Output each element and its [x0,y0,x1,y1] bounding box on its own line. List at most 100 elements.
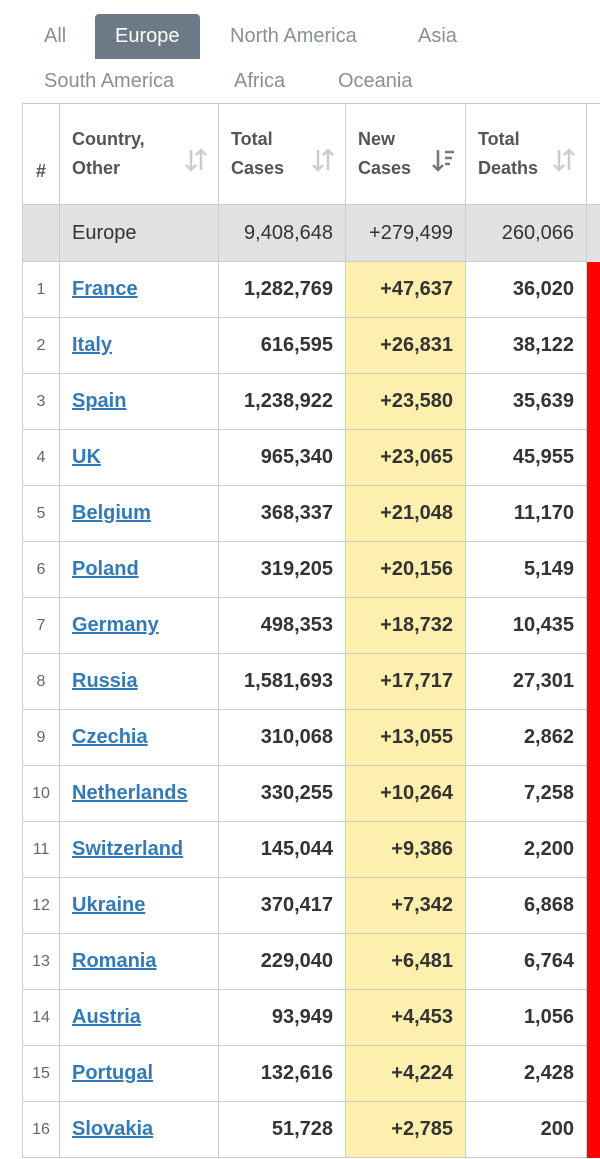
rank: 14 [22,989,60,1046]
country-row: 3 Spain 1,238,922 +23,580 35,639 [22,373,600,430]
header-label: Country, Other [72,129,145,178]
country-row: 8 Russia 1,581,693 +17,717 27,301 [22,653,600,710]
header-label: Total Cases [231,129,285,178]
cell [22,204,60,262]
total-deaths: 36,020 [465,261,587,318]
total-cases: 1,238,922 [218,373,346,430]
country-link[interactable]: Slovakia [72,1118,154,1140]
country-cell: Russia [59,653,219,710]
country-link[interactable]: Belgium [72,502,151,524]
sort-icon[interactable] [311,148,335,172]
total-deaths: 27,301 [465,653,587,710]
total-deaths: 6,868 [465,877,587,934]
total-cases: 51,728 [218,1101,346,1158]
total-cases: 319,205 [218,541,346,598]
country-link[interactable]: Spain [72,390,127,412]
country-row: 11 Switzerland 145,044 +9,386 2,200 [22,821,600,878]
new-cases: +7,342 [345,877,466,934]
country-link[interactable]: Poland [72,558,139,580]
country-cell: Spain [59,373,219,430]
rank: 11 [22,821,60,878]
new-cases: +18,732 [345,597,466,654]
total-cases: 310,068 [218,709,346,766]
country-cell: Germany [59,597,219,654]
country-link[interactable]: Netherlands [72,782,188,804]
rank: 10 [22,765,60,822]
tab[interactable]: Oceania [338,70,413,92]
country-row: 7 Germany 498,353 +18,732 10,435 [22,597,600,654]
tab[interactable]: North America [230,25,357,47]
total-cases: 965,340 [218,429,346,486]
column-header: Total Cases [218,103,346,205]
rank: 5 [22,485,60,542]
cut-cell [586,877,600,934]
rank: 2 [22,317,60,374]
total-cases: 229,040 [218,933,346,990]
country-link[interactable]: Czechia [72,726,148,748]
country-cell: Austria [59,989,219,1046]
cut-cell [586,1101,600,1158]
country-row: 13 Romania 229,040 +6,481 6,764 [22,933,600,990]
country-link[interactable]: Germany [72,614,159,636]
new-cases: +21,048 [345,485,466,542]
rank: 3 [22,373,60,430]
total-deaths: 5,149 [465,541,587,598]
tab[interactable]: Asia [418,25,457,47]
country-link[interactable]: Portugal [72,1062,154,1084]
total-cases: 132,616 [218,1045,346,1102]
summary-cell: +279,499 [345,204,466,262]
header-label: New Cases [358,129,412,178]
country-cell: Belgium [59,485,219,542]
rank: 15 [22,1045,60,1102]
country-link[interactable]: Romania [72,950,157,972]
tab[interactable]: Africa [234,70,286,92]
new-cases: +6,481 [345,933,466,990]
country-link[interactable]: France [72,278,138,300]
total-deaths: 11,170 [465,485,587,542]
cut-cell [586,821,600,878]
new-cases: +20,156 [345,541,466,598]
country-link[interactable]: UK [72,446,101,468]
column-header: New Cases [345,103,466,205]
country-link[interactable]: Ukraine [72,894,146,916]
total-deaths: 1,056 [465,989,587,1046]
sort-icon[interactable] [431,148,455,172]
country-row: 9 Czechia 310,068 +13,055 2,862 [22,709,600,766]
total-deaths: 200 [465,1101,587,1158]
tab[interactable]: Europe [95,14,200,59]
country-cell: Switzerland [59,821,219,878]
total-cases: 368,337 [218,485,346,542]
country-link[interactable]: Austria [72,1006,141,1028]
new-cases: +23,580 [345,373,466,430]
country-cell: France [59,261,219,318]
total-deaths: 2,862 [465,709,587,766]
summary-cell: 9,408,648 [218,204,346,262]
summary-row: Europe 9,408,648 +279,499 260,066 [22,204,600,262]
tab[interactable]: South America [44,70,175,92]
sort-icon[interactable] [552,148,576,172]
new-cases: +47,637 [345,261,466,318]
table: # Country, Other Total Cases New Cases Total… [22,103,600,1158]
cut-cell [586,373,600,430]
tab[interactable]: All [44,25,67,47]
country-row: 10 Netherlands 330,255 +10,264 7,258 [22,765,600,822]
country-link[interactable]: Russia [72,670,138,692]
rank: 9 [22,709,60,766]
total-deaths: 2,428 [465,1045,587,1102]
total-deaths: 45,955 [465,429,587,486]
country-link[interactable]: Italy [72,334,113,356]
cut-cell [586,597,600,654]
sort-icon[interactable] [184,148,208,172]
total-cases: 330,255 [218,765,346,822]
cut-cell [586,317,600,374]
cut-cell [586,765,600,822]
header-row: # Country, Other Total Cases New Cases Total… [22,103,600,205]
cut-cell [586,653,600,710]
country-cell: Slovakia [59,1101,219,1158]
country-link[interactable]: Switzerland [72,838,184,860]
total-deaths: 38,122 [465,317,587,374]
total-cases: 370,417 [218,877,346,934]
summary-cell: Europe [59,204,219,262]
total-cases: 1,282,769 [218,261,346,318]
